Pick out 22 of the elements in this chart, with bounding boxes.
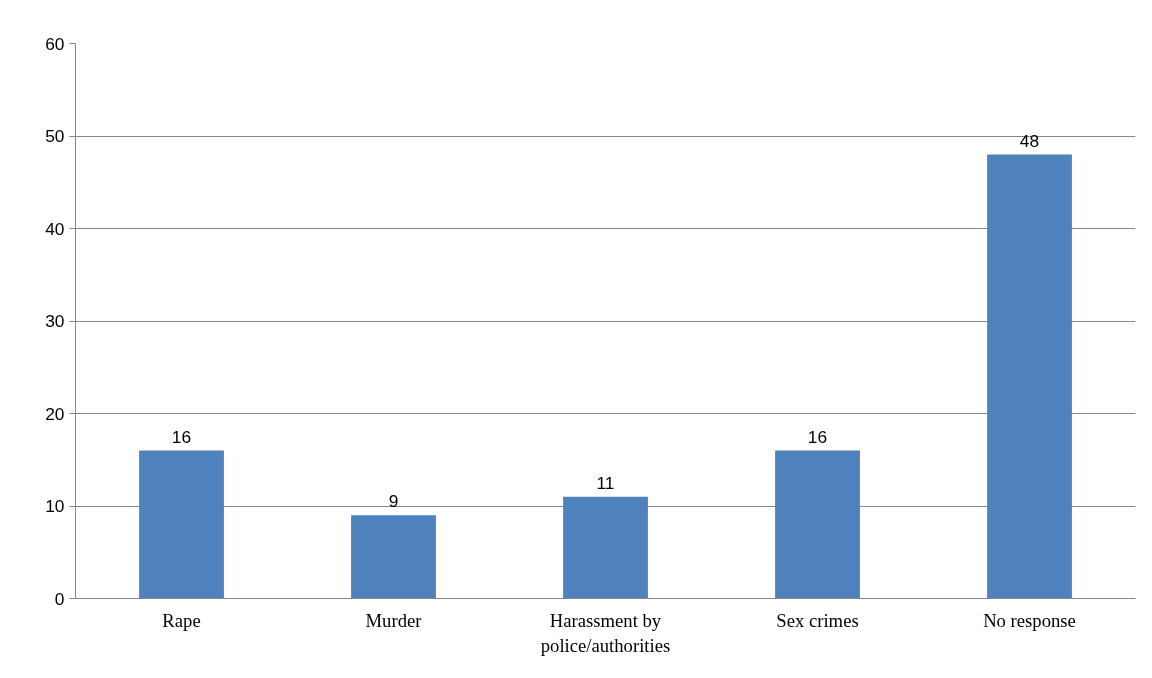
bar [987, 154, 1072, 599]
bar [139, 450, 224, 599]
data-label: 9 [388, 491, 399, 512]
y-tick-label: 30 [45, 311, 65, 331]
y-tick-label: 50 [45, 126, 65, 146]
x-tick-label: Rape [162, 609, 201, 631]
bar [563, 496, 648, 599]
y-tick-label: 20 [45, 403, 65, 424]
data-label: 48 [1019, 130, 1040, 151]
data-label: 16 [171, 426, 192, 447]
x-tick-label: Harassment by police/authorities [540, 609, 671, 656]
y-tick-label: 40 [45, 218, 65, 239]
x-tick-label: No response [983, 609, 1076, 631]
y-tick-label: 10 [45, 496, 65, 516]
bar [351, 515, 436, 599]
data-label: 11 [596, 472, 615, 493]
bar [775, 450, 860, 599]
x-tick-label: Sex crimes [776, 609, 859, 631]
y-tick-label: 0 [54, 588, 65, 609]
y-tick-label: 60 [45, 33, 65, 54]
x-tick-label: Murder [365, 609, 423, 631]
data-label: 16 [807, 426, 828, 447]
